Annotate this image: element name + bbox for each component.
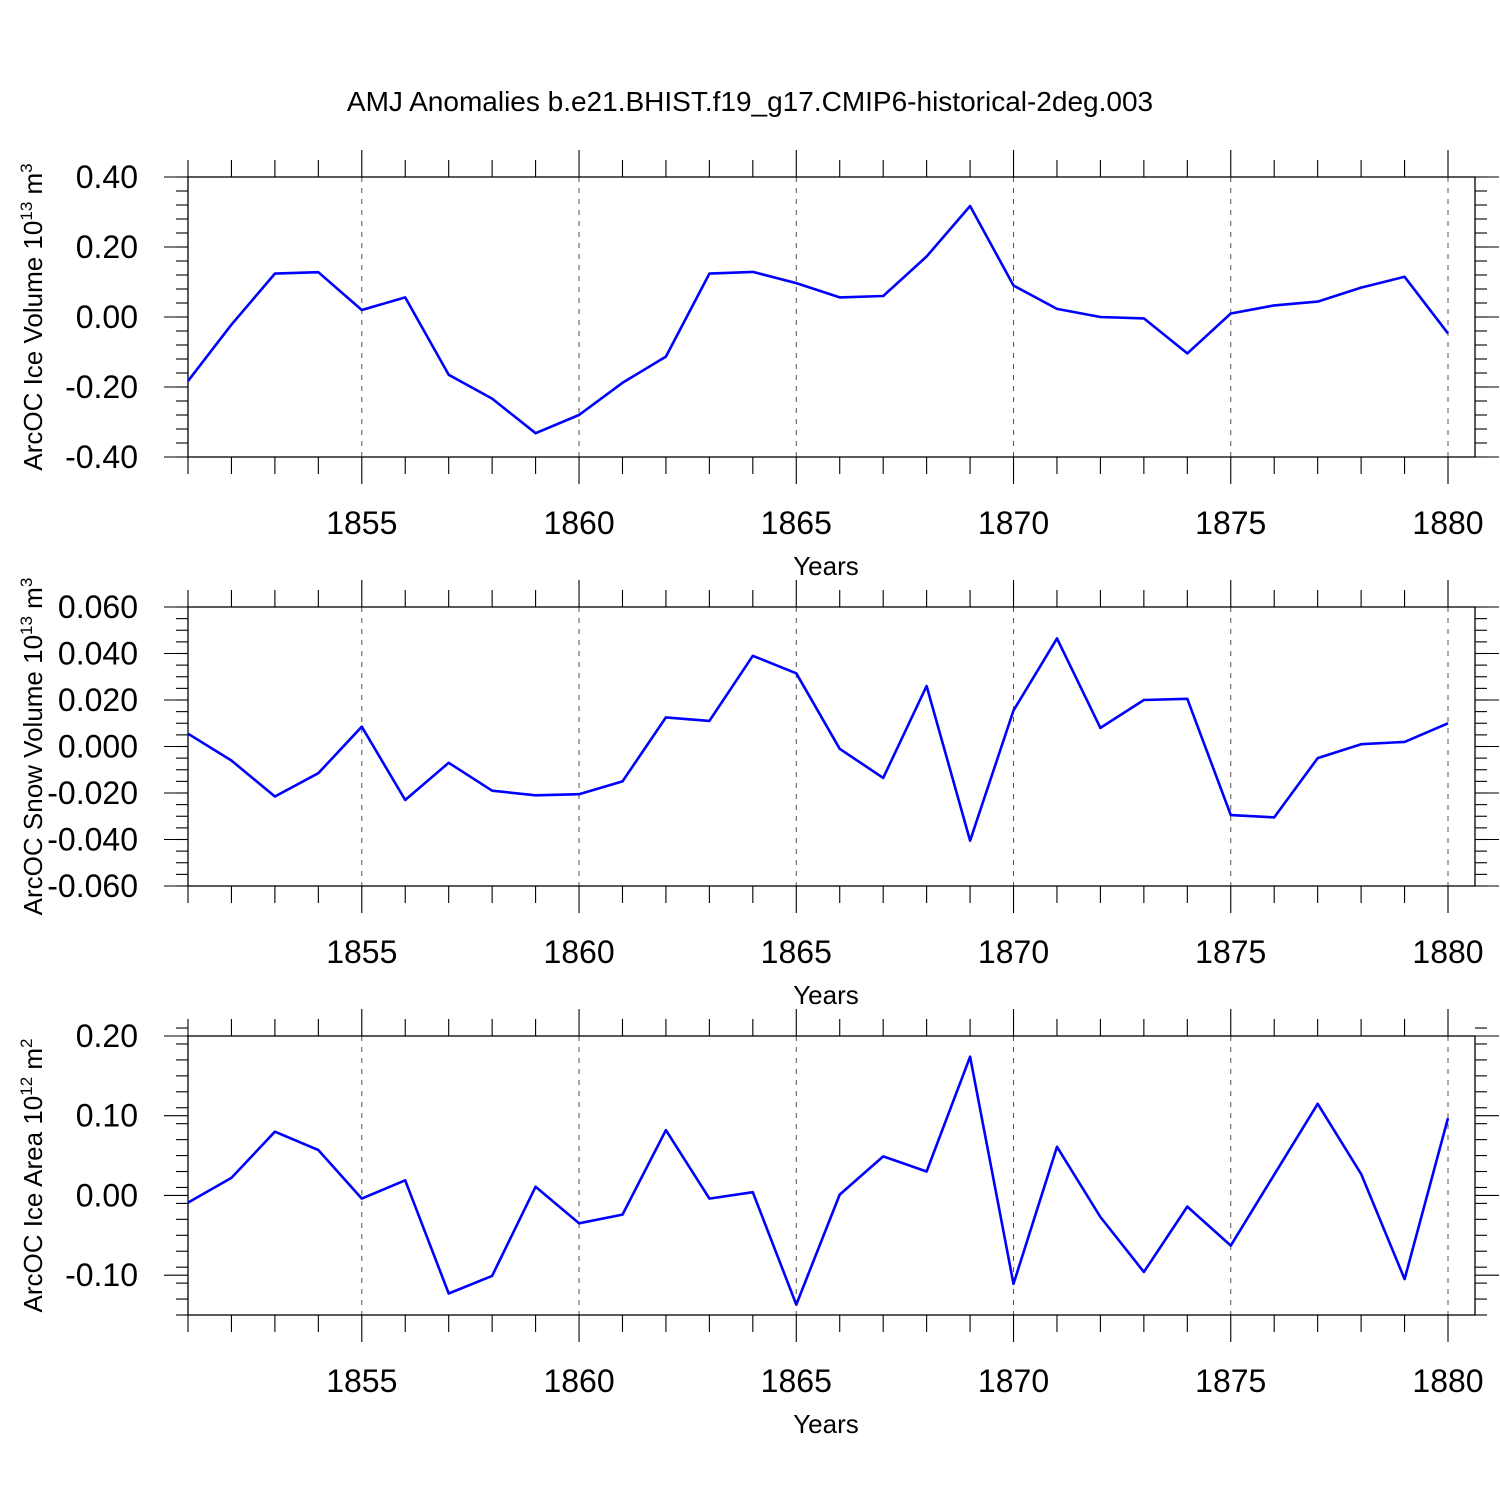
x-tick-label-1870: 1870	[978, 1363, 1049, 1399]
x-tick-label-1860: 1860	[543, 934, 614, 970]
y-tick-label: -0.040	[47, 822, 138, 858]
y-tick-label: -0.10	[65, 1257, 138, 1293]
plot-frame	[187, 1035, 1476, 1316]
x-tick-label-1865: 1865	[761, 1363, 832, 1399]
y-axis-label-text: ArcOC Ice Area 10	[18, 1096, 48, 1313]
x-tick-label-1855: 1855	[326, 934, 397, 970]
y-tick-label: 0.020	[58, 682, 138, 718]
y-axis-label: ArcOC Ice Area 1012 m2	[17, 1038, 48, 1312]
y-axis-label: ArcOC Ice Volume 1013 m3	[17, 163, 48, 470]
y-tick-label: 0.000	[58, 729, 138, 765]
x-tick-label-1875: 1875	[1195, 1363, 1266, 1399]
x-tick-label-1875: 1875	[1195, 934, 1266, 970]
y-axis-label-text: ArcOC Ice Volume 10	[18, 221, 48, 471]
x-axis-label: Years	[793, 551, 859, 581]
y-tick-label: 0.20	[76, 1018, 138, 1054]
y-tick-label: 0.00	[76, 299, 138, 335]
panels: 1855 1860 1865 1870 1875 1880 Years -0.40 -0.20 0…	[17, 150, 1499, 1439]
y-axis-label-unit-exponent: 3	[17, 163, 36, 172]
y-tick-label: -0.020	[47, 775, 138, 811]
x-tick-label-1860: 1860	[543, 1363, 614, 1399]
x-tick-label-1875: 1875	[1195, 505, 1266, 541]
y-tick-label: -0.40	[65, 439, 138, 475]
series-line	[186, 204, 1450, 435]
x-tick-label-1870: 1870	[978, 934, 1049, 970]
x-tick-label-1865: 1865	[761, 505, 832, 541]
y-tick-label: 0.40	[76, 159, 138, 195]
x-tick-label-1880: 1880	[1412, 1363, 1483, 1399]
y-axis-label-exponent: 13	[17, 616, 36, 635]
chart-panel-1: 1855 1860 1865 1870 1875 1880 Years -0.40 -0.20 0…	[17, 150, 1499, 581]
x-axis-label: Years	[793, 980, 859, 1010]
x-tick-label-1855: 1855	[326, 1363, 397, 1399]
y-tick-label: 0.20	[76, 229, 138, 265]
x-tick-label-1880: 1880	[1412, 934, 1483, 970]
y-tick-label: 0.040	[58, 636, 138, 672]
y-axis-label-exponent: 12	[17, 1077, 36, 1096]
chart-panel-3: 1855 1860 1865 1870 1875 1880 Years -0.10 0.00 0.…	[17, 1009, 1499, 1439]
y-axis-label-unit: m	[18, 173, 48, 202]
y-axis-label-text: ArcOC Snow Volume 10	[18, 635, 48, 915]
x-axis-label: Years	[793, 1409, 859, 1439]
figure-title: AMJ Anomalies b.e21.BHIST.f19_g17.CMIP6-…	[347, 86, 1153, 117]
series-line	[187, 1055, 1450, 1306]
x-tick-label-1865: 1865	[761, 934, 832, 970]
y-axis-label-exponent: 13	[17, 202, 36, 221]
y-axis-label: ArcOC Snow Volume 1013 m3	[17, 578, 48, 916]
y-tick-label: 0.00	[76, 1177, 138, 1213]
y-axis-label-unit: m	[18, 1048, 48, 1077]
x-tick-label-1880: 1880	[1412, 505, 1483, 541]
y-tick-label: 0.060	[58, 589, 138, 625]
chart-panel-2: 1855 1860 1865 1870 1875 1880 Years -0.060 -0.04…	[17, 578, 1499, 1010]
x-tick-label-1870: 1870	[978, 505, 1049, 541]
x-tick-label-1860: 1860	[543, 505, 614, 541]
y-axis-label-unit-exponent: 2	[17, 1038, 36, 1047]
y-tick-label: -0.060	[47, 868, 138, 904]
series-line	[187, 637, 1449, 843]
y-axis-label-unit: m	[18, 587, 48, 616]
y-axis-label-unit-exponent: 3	[17, 578, 36, 587]
y-tick-label: 0.10	[76, 1098, 138, 1134]
y-tick-label: -0.20	[65, 369, 138, 405]
x-tick-label-1855: 1855	[326, 505, 397, 541]
